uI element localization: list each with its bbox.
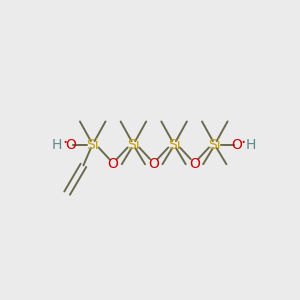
Text: Si: Si <box>208 138 221 152</box>
Text: O: O <box>108 157 118 171</box>
Text: Si: Si <box>86 138 99 152</box>
Text: ·: · <box>240 134 245 152</box>
Text: O: O <box>189 157 200 171</box>
Text: O: O <box>65 138 76 152</box>
Text: O: O <box>148 157 159 171</box>
Text: Si: Si <box>127 138 140 152</box>
Text: Si: Si <box>168 138 180 152</box>
Text: H: H <box>246 138 256 152</box>
Text: O: O <box>231 138 242 152</box>
Text: H: H <box>52 138 62 152</box>
Text: ·: · <box>62 134 68 152</box>
